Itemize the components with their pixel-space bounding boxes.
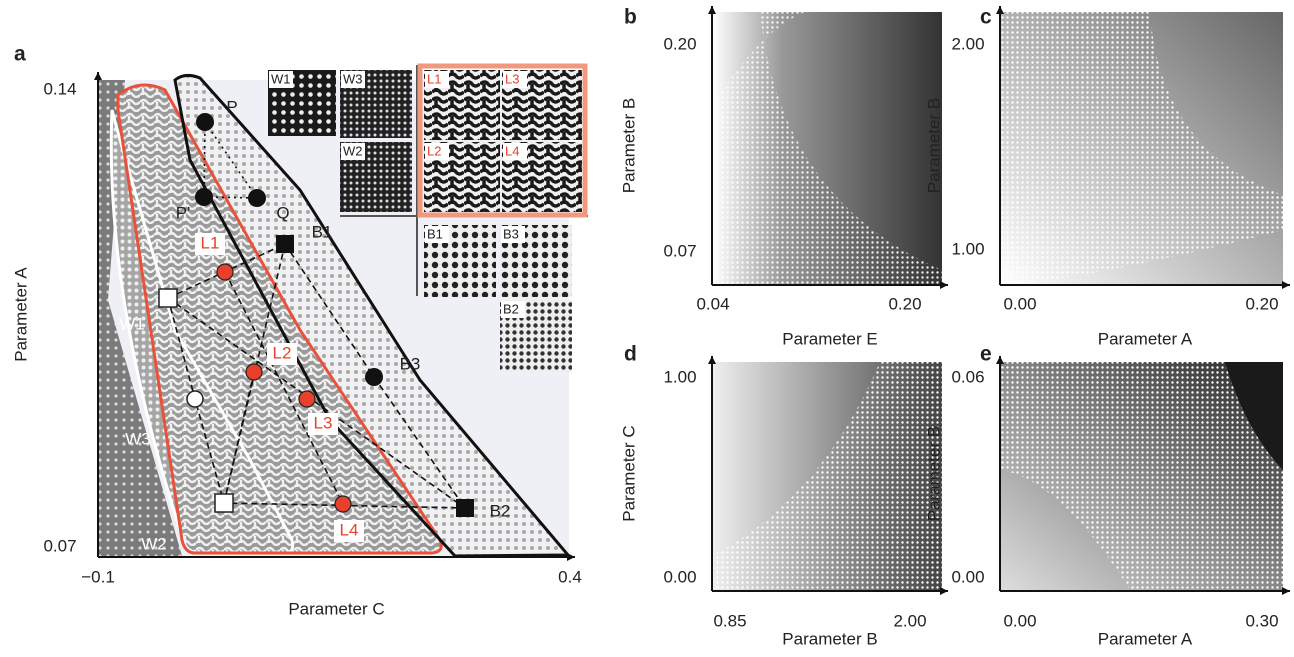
inset-label: B2 bbox=[503, 301, 519, 316]
marker-label: L4 bbox=[340, 520, 359, 539]
marker-label: Q bbox=[276, 203, 289, 222]
marker-label: B1 bbox=[312, 222, 333, 241]
y-axis-label: Parameter C bbox=[619, 425, 638, 521]
x-axis-label: Parameter A bbox=[1098, 329, 1193, 348]
y-axis-label: Parameter B bbox=[924, 98, 943, 193]
x-tick-label: 0.85 bbox=[713, 611, 746, 630]
panel-label: a bbox=[14, 43, 26, 66]
marker bbox=[196, 113, 214, 131]
marker bbox=[159, 289, 177, 307]
marker bbox=[248, 189, 266, 207]
marker bbox=[187, 391, 203, 407]
y-tick-label: 0.06 bbox=[951, 367, 984, 386]
x-axis-label: Parameter C bbox=[288, 599, 384, 618]
axis-arrow bbox=[708, 6, 716, 14]
marker-label: W2 bbox=[141, 534, 167, 553]
marker bbox=[456, 499, 474, 517]
marker-label: L2 bbox=[273, 343, 292, 362]
marker-label: W3 bbox=[125, 429, 151, 448]
y-axis-label: Parameter B bbox=[924, 426, 943, 521]
marker bbox=[365, 368, 383, 386]
marker bbox=[335, 496, 351, 512]
axis-arrow bbox=[567, 553, 575, 561]
y-tick-label: 0.07 bbox=[43, 536, 76, 555]
y-tick-label: 2.00 bbox=[951, 34, 984, 53]
x-tick-label: 0.30 bbox=[1245, 611, 1278, 630]
y-axis-label: Parameter B bbox=[619, 98, 638, 193]
y-tick-label: 0.00 bbox=[951, 567, 984, 586]
x-axis-label: Parameter B bbox=[782, 629, 877, 648]
inset-label: B1 bbox=[427, 226, 443, 241]
axis-arrow bbox=[996, 356, 1004, 364]
y-tick-label: 0.00 bbox=[663, 567, 696, 586]
x-axis-label: Parameter E bbox=[782, 329, 877, 348]
panel-label: e bbox=[980, 343, 992, 366]
x-tick-label: 0.00 bbox=[1003, 294, 1036, 313]
x-axis-label: Parameter A bbox=[1098, 629, 1193, 648]
marker bbox=[217, 264, 233, 280]
axis-arrow bbox=[94, 72, 102, 80]
axis-arrow bbox=[1282, 587, 1290, 595]
panel-label: d bbox=[624, 343, 637, 366]
inset-label: W1 bbox=[271, 71, 291, 86]
marker-label: L3 bbox=[314, 413, 333, 432]
marker bbox=[276, 235, 294, 253]
panel-fields bbox=[713, 12, 1283, 590]
panel-label: c bbox=[980, 6, 992, 29]
y-tick-label: 1.00 bbox=[951, 239, 984, 258]
marker-label: P' bbox=[176, 203, 191, 222]
inset-label: L2 bbox=[427, 143, 441, 158]
marker-label: W1 bbox=[119, 314, 145, 333]
axis-arrow bbox=[996, 6, 1004, 14]
axis-arrow bbox=[940, 587, 948, 595]
inset-label: W3 bbox=[343, 71, 363, 86]
panel-label: b bbox=[624, 6, 637, 29]
x-tick-label: 0.4 bbox=[558, 567, 582, 586]
marker bbox=[195, 188, 213, 206]
x-tick-label: 0.20 bbox=[888, 294, 921, 313]
x-tick-label: 0.00 bbox=[1003, 611, 1036, 630]
marker-label: B3 bbox=[400, 354, 421, 373]
marker-label: B2 bbox=[490, 501, 511, 520]
inset-label: L4 bbox=[505, 143, 519, 158]
axis-arrow bbox=[940, 281, 948, 289]
inset-label: L1 bbox=[427, 71, 441, 86]
x-tick-label: 2.00 bbox=[893, 611, 926, 630]
marker bbox=[215, 494, 233, 512]
inset-label: L3 bbox=[505, 71, 519, 86]
inset-label: W2 bbox=[343, 143, 363, 158]
figure: a 0.14 0.07 −0.1 0.4 Parameter A Parameter C b 0… bbox=[0, 0, 1294, 652]
axis-arrow bbox=[1282, 281, 1290, 289]
y-tick-label: 0.07 bbox=[663, 241, 696, 260]
axis-arrow bbox=[708, 356, 716, 364]
marker bbox=[246, 364, 262, 380]
marker bbox=[299, 391, 315, 407]
marker-label: P bbox=[226, 97, 237, 116]
x-tick-label: 0.04 bbox=[696, 294, 729, 313]
y-axis-label: Parameter A bbox=[11, 267, 30, 362]
y-tick-label: 0.20 bbox=[663, 34, 696, 53]
y-tick-label: 1.00 bbox=[663, 367, 696, 386]
inset-label: B3 bbox=[503, 226, 519, 241]
x-tick-label: −0.1 bbox=[81, 567, 115, 586]
y-tick-label: 0.14 bbox=[43, 79, 76, 98]
x-tick-label: 0.20 bbox=[1245, 294, 1278, 313]
marker-label: L1 bbox=[201, 233, 220, 252]
